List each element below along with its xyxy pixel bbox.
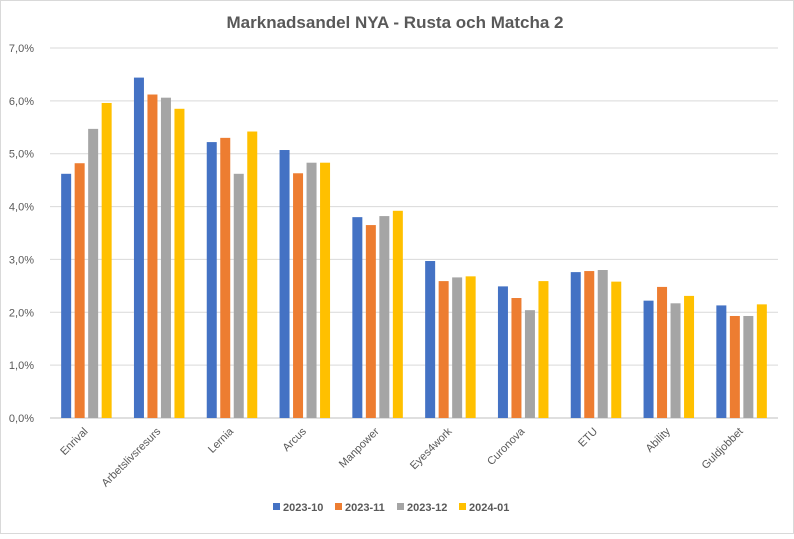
bar-2023-10-Arbetslivsresurs — [133, 77, 144, 418]
y-tick-label: 2,0% — [9, 307, 34, 319]
bar-2023-10-Manpower — [352, 217, 363, 418]
bar-2023-12-Curonova — [524, 310, 535, 418]
y-tick-label: 0,0% — [9, 413, 34, 425]
y-tick-label: 6,0% — [9, 96, 34, 108]
bar-2024-01-Manpower — [392, 210, 403, 418]
bar-2023-12-Eyes4work — [452, 277, 463, 418]
bar-2023-11-Guldjobbet — [729, 315, 740, 418]
legend-label: 2024-01 — [469, 502, 509, 514]
bar-2023-12-Arcus — [306, 162, 317, 418]
y-tick-label: 5,0% — [9, 149, 34, 161]
bar-2024-01-Enrival — [101, 102, 112, 418]
bar-2023-12-Guldjobbet — [743, 315, 754, 418]
bar-2023-10-Ability — [643, 300, 654, 418]
bar-2023-11-ETU — [584, 271, 595, 418]
bar-2023-10-Arcus — [279, 150, 290, 418]
chart-title: Marknadsandel NYA - Rusta och Matcha 2 — [227, 13, 564, 32]
y-tick-label: 1,0% — [9, 360, 34, 372]
bar-2023-10-Enrival — [61, 173, 72, 418]
legend-swatch — [335, 503, 342, 510]
y-tick-label: 7,0% — [9, 43, 34, 55]
bar-2024-01-Curonova — [538, 281, 549, 418]
bar-2023-11-Arcus — [293, 173, 304, 418]
bar-2023-11-Arbetslivsresurs — [147, 94, 158, 418]
bar-2024-01-Arbetslivsresurs — [174, 108, 185, 419]
bar-2023-12-Manpower — [379, 216, 390, 418]
bar-2024-01-Eyes4work — [465, 276, 476, 418]
bar-2023-11-Manpower — [365, 225, 376, 418]
bars — [61, 77, 767, 419]
bar-2024-01-Arcus — [320, 162, 331, 418]
y-tick-label: 3,0% — [9, 254, 34, 266]
bar-2024-01-Ability — [684, 295, 695, 418]
bar-2024-01-ETU — [611, 281, 622, 418]
bar-2023-12-Lernia — [233, 173, 244, 418]
legend-swatch — [397, 503, 404, 510]
bar-2023-12-Enrival — [88, 128, 99, 418]
bar-2023-10-Guldjobbet — [716, 305, 727, 418]
bar-2023-10-ETU — [570, 272, 581, 418]
bar-2023-12-Arbetslivsresurs — [160, 97, 171, 418]
bar-2023-10-Lernia — [206, 142, 217, 419]
bar-2023-10-Curonova — [497, 286, 508, 418]
y-axis: 0,0% 1,0% 2,0% 3,0% 4,0% 5,0% 6,0% 7,0% — [9, 43, 34, 425]
legend-swatch — [273, 503, 280, 510]
bar-2023-12-ETU — [597, 270, 608, 418]
y-tick-label: 4,0% — [9, 202, 34, 214]
gridlines — [50, 47, 778, 419]
bar-2023-11-Ability — [657, 286, 668, 418]
bar-2023-10-Eyes4work — [425, 261, 436, 418]
bar-2024-01-Lernia — [247, 131, 258, 418]
legend: 2023-10 2023-11 2023-12 2024-01 — [273, 502, 509, 514]
bar-2023-12-Ability — [670, 303, 681, 418]
legend-label: 2023-12 — [407, 502, 447, 514]
legend-swatch — [459, 503, 466, 510]
bar-2023-11-Lernia — [220, 137, 231, 418]
bar-2023-11-Curonova — [511, 298, 522, 418]
legend-label: 2023-10 — [283, 502, 323, 514]
bar-2023-11-Eyes4work — [438, 281, 449, 418]
legend-label: 2023-11 — [345, 502, 385, 514]
bar-2024-01-Guldjobbet — [756, 304, 767, 418]
bar-2023-11-Enrival — [74, 163, 85, 418]
